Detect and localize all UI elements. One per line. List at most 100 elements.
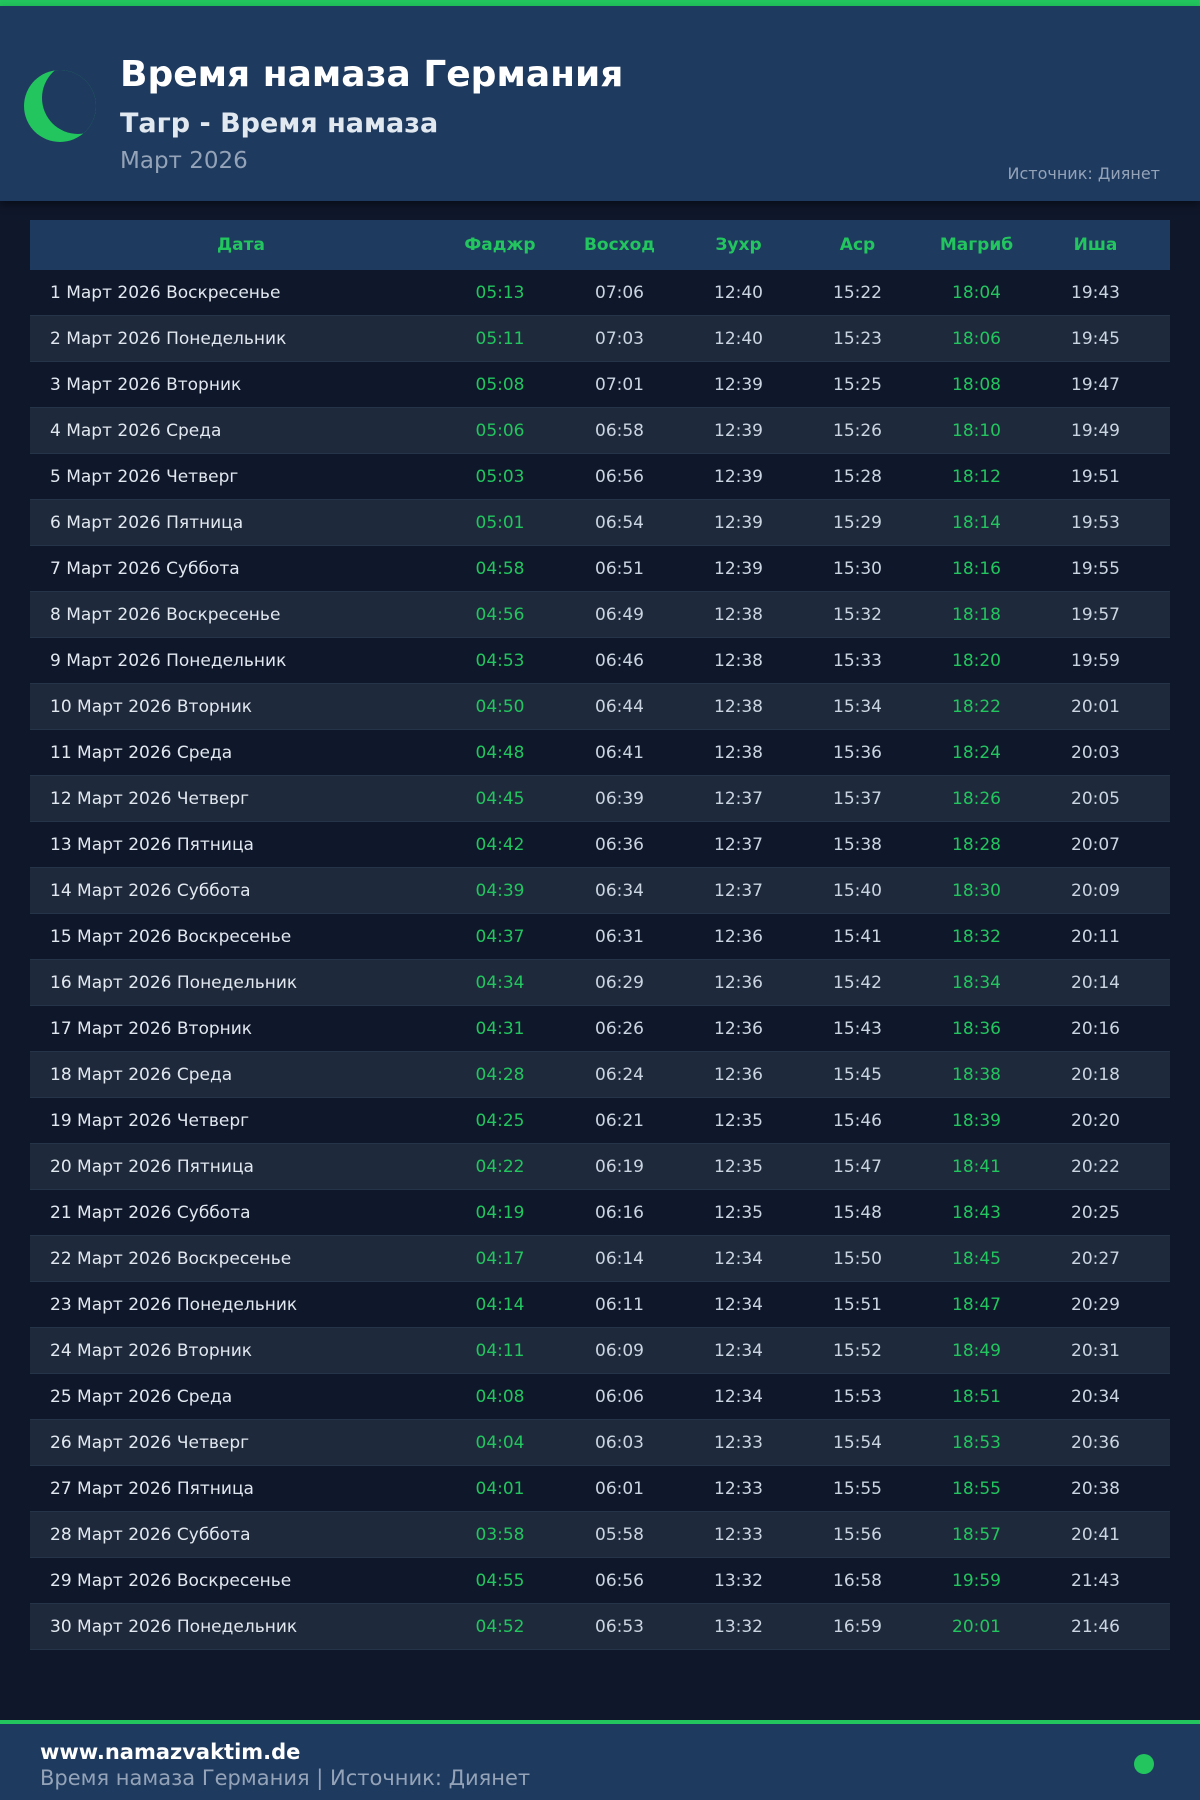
cell-dhuhr: 12:33 — [714, 1478, 763, 1499]
cell-dhuhr: 12:34 — [714, 1248, 763, 1269]
cell-maghrib: 18:12 — [952, 466, 1001, 487]
cell-asr: 15:22 — [833, 282, 882, 303]
site-link[interactable]: www.namazvaktim.de — [40, 1740, 301, 1764]
cell-asr: 15:54 — [833, 1432, 882, 1453]
cell-isha: 19:49 — [1071, 420, 1120, 441]
cell-isha: 20:14 — [1071, 972, 1120, 993]
cell-isha: 20:41 — [1071, 1524, 1120, 1545]
cell-maghrib: 18:47 — [952, 1294, 1001, 1315]
table-row: 19 Март 2026 Четверг 04:25 06:21 12:35 15:46… — [30, 1098, 1170, 1144]
cell-dhuhr: 12:33 — [714, 1524, 763, 1545]
cell-isha: 21:46 — [1071, 1616, 1120, 1637]
table-row: 29 Март 2026 Воскресенье 04:55 06:56 13:32 1… — [30, 1558, 1170, 1604]
cell-date: 23 Март 2026 Понедельник — [50, 1294, 298, 1315]
cell-isha: 20:20 — [1071, 1110, 1120, 1131]
cell-maghrib: 18:34 — [952, 972, 1001, 993]
cell-sunrise: 06:29 — [595, 972, 644, 993]
table-row: 28 Март 2026 Суббота 03:58 05:58 12:33 15:56… — [30, 1512, 1170, 1558]
cell-sunrise: 06:16 — [595, 1202, 644, 1223]
table-row: 20 Март 2026 Пятница 04:22 06:19 12:35 15:47… — [30, 1144, 1170, 1190]
cell-asr: 15:51 — [833, 1294, 882, 1315]
cell-maghrib: 20:01 — [952, 1616, 1001, 1637]
table-row: 5 Март 2026 Четверг 05:03 06:56 12:39 15:28 1… — [30, 454, 1170, 500]
page-title: Время намаза Германия — [120, 54, 624, 95]
cell-maghrib: 19:59 — [952, 1570, 1001, 1591]
cell-asr: 15:26 — [833, 420, 882, 441]
table-row: 30 Март 2026 Понедельник 04:52 06:53 13:32 1… — [30, 1604, 1170, 1650]
cell-maghrib: 18:04 — [952, 282, 1001, 303]
column-header-isha: Иша — [1073, 235, 1118, 255]
month-label: Март 2026 — [120, 148, 248, 174]
cell-isha: 20:36 — [1071, 1432, 1120, 1453]
column-header-sunrise: Восход — [583, 235, 656, 255]
cell-sunrise: 06:21 — [595, 1110, 644, 1131]
column-header-date: Дата — [217, 235, 265, 255]
footer-text: Время намаза Германия | Источник: Диянет — [40, 1766, 531, 1790]
cell-isha: 20:11 — [1071, 926, 1120, 947]
cell-date: 2 Март 2026 Понедельник — [50, 328, 287, 349]
cell-asr: 15:43 — [833, 1018, 882, 1039]
cell-asr: 15:29 — [833, 512, 882, 533]
cell-fajr: 04:17 — [475, 1248, 525, 1269]
cell-fajr: 04:50 — [475, 696, 525, 717]
cell-asr: 15:52 — [833, 1340, 882, 1361]
cell-date: 11 Март 2026 Среда — [50, 742, 233, 763]
cell-sunrise: 06:14 — [595, 1248, 644, 1269]
cell-asr: 15:30 — [833, 558, 882, 579]
cell-maghrib: 18:38 — [952, 1064, 1001, 1085]
table-row: 1 Март 2026 Воскресенье 05:13 07:06 12:40 15… — [30, 270, 1170, 316]
column-header-maghrib: Магриб — [939, 235, 1014, 255]
crescent-moon-icon — [24, 70, 96, 142]
cell-dhuhr: 13:32 — [714, 1570, 763, 1591]
cell-dhuhr: 12:35 — [714, 1156, 763, 1177]
cell-sunrise: 06:31 — [595, 926, 644, 947]
cell-fajr: 04:08 — [475, 1386, 525, 1407]
cell-dhuhr: 12:38 — [714, 604, 763, 625]
cell-dhuhr: 12:36 — [714, 972, 763, 993]
cell-asr: 15:56 — [833, 1524, 882, 1545]
table-row: 23 Март 2026 Понедельник 04:14 06:11 12:34 1… — [30, 1282, 1170, 1328]
cell-dhuhr: 12:39 — [714, 558, 763, 579]
cell-sunrise: 06:34 — [595, 880, 644, 901]
cell-dhuhr: 12:36 — [714, 1018, 763, 1039]
table-body: 1 Март 2026 Воскресенье 05:13 07:06 12:40 15… — [30, 270, 1170, 1650]
cell-date: 24 Март 2026 Вторник — [50, 1340, 253, 1361]
cell-sunrise: 06:53 — [595, 1616, 644, 1637]
footer-accent-line — [0, 1720, 1200, 1724]
cell-isha: 20:09 — [1071, 880, 1120, 901]
cell-fajr: 05:08 — [475, 374, 525, 395]
cell-sunrise: 06:36 — [595, 834, 644, 855]
cell-asr: 15:32 — [833, 604, 882, 625]
cell-dhuhr: 12:33 — [714, 1432, 763, 1453]
cell-sunrise: 06:26 — [595, 1018, 644, 1039]
cell-dhuhr: 12:37 — [714, 880, 763, 901]
cell-sunrise: 06:46 — [595, 650, 644, 671]
cell-dhuhr: 12:39 — [714, 420, 763, 441]
cell-maghrib: 18:39 — [952, 1110, 1001, 1131]
cell-isha: 20:01 — [1071, 696, 1120, 717]
cell-dhuhr: 12:34 — [714, 1294, 763, 1315]
cell-maghrib: 18:41 — [952, 1156, 1001, 1177]
cell-dhuhr: 12:35 — [714, 1202, 763, 1223]
table-row: 25 Март 2026 Среда 04:08 06:06 12:34 15:53 18… — [30, 1374, 1170, 1420]
cell-date: 19 Март 2026 Четверг — [50, 1110, 250, 1131]
cell-date: 25 Март 2026 Среда — [50, 1386, 233, 1407]
cell-date: 9 Март 2026 Понедельник — [50, 650, 287, 671]
cell-fajr: 04:22 — [475, 1156, 525, 1177]
top-accent-bar — [0, 0, 1200, 6]
cell-asr: 15:47 — [833, 1156, 882, 1177]
cell-fajr: 04:55 — [475, 1570, 525, 1591]
table-row: 18 Март 2026 Среда 04:28 06:24 12:36 15:45 18… — [30, 1052, 1170, 1098]
prayer-times-table: Дата Фаджр Восход Зухр Аср Магриб Иша 1 … — [30, 220, 1170, 1650]
cell-sunrise: 05:58 — [595, 1524, 644, 1545]
cell-dhuhr: 12:38 — [714, 696, 763, 717]
cell-dhuhr: 12:38 — [714, 742, 763, 763]
cell-dhuhr: 12:34 — [714, 1386, 763, 1407]
cell-fajr: 04:11 — [475, 1340, 525, 1361]
cell-sunrise: 06:56 — [595, 466, 644, 487]
cell-date: 7 Март 2026 Суббота — [50, 558, 240, 579]
table-row: 21 Март 2026 Суббота 04:19 06:16 12:35 15:48… — [30, 1190, 1170, 1236]
cell-date: 22 Март 2026 Воскресенье — [50, 1248, 292, 1269]
cell-maghrib: 18:53 — [952, 1432, 1001, 1453]
cell-fajr: 04:37 — [475, 926, 525, 947]
